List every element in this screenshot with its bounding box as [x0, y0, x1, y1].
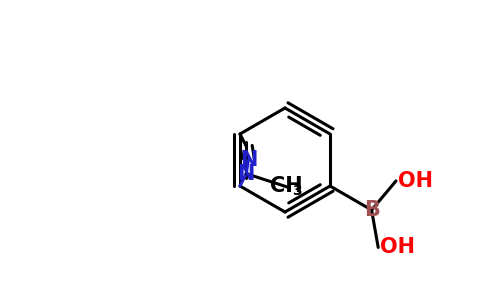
Text: N: N: [240, 150, 257, 170]
Text: B: B: [363, 200, 379, 220]
Text: OH: OH: [398, 171, 433, 191]
Text: CH: CH: [270, 176, 302, 196]
Text: OH: OH: [380, 237, 415, 257]
Text: N: N: [238, 164, 255, 184]
Text: 3: 3: [292, 184, 302, 198]
